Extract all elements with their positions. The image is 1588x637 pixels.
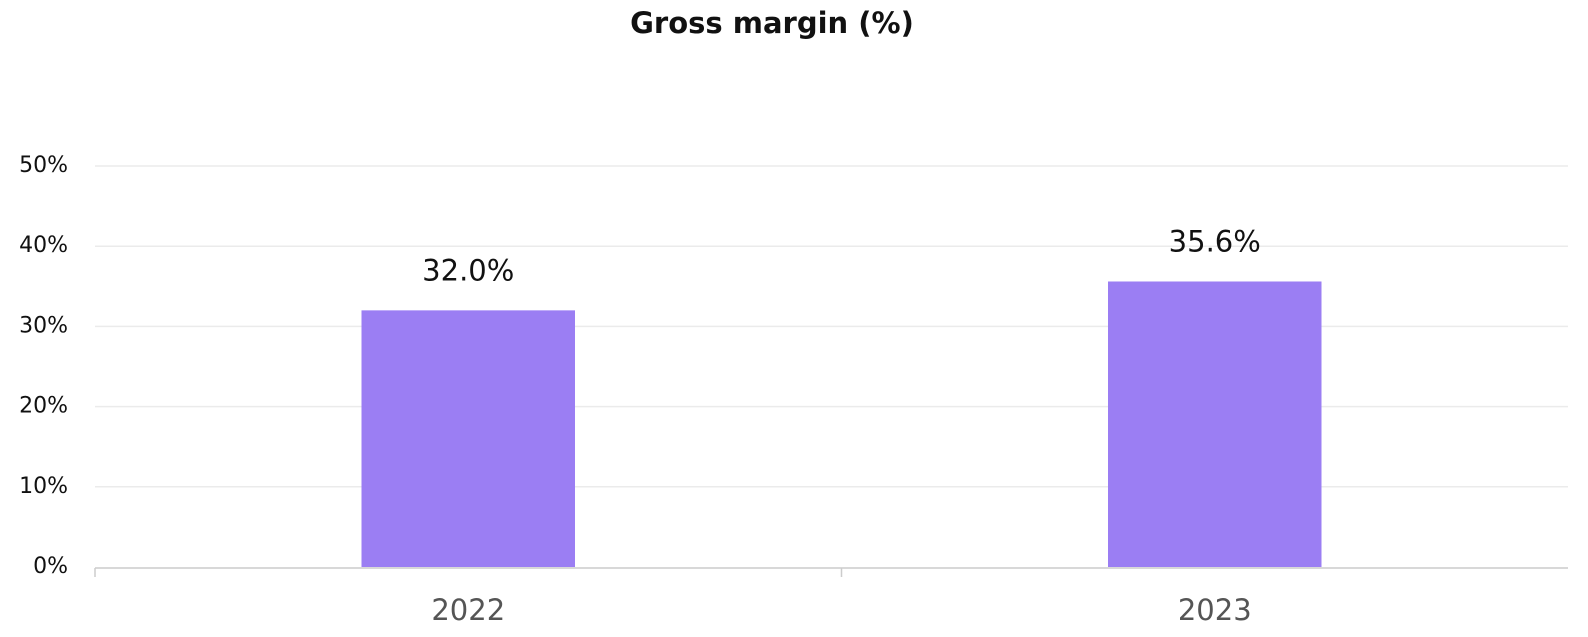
value-label: 32.0% xyxy=(422,253,514,287)
y-tick-label: 30% xyxy=(19,313,68,338)
bar xyxy=(361,310,575,567)
chart-title: Gross margin (%) xyxy=(630,6,914,40)
y-tick-label: 40% xyxy=(19,233,68,258)
value-label: 35.6% xyxy=(1169,224,1261,258)
y-tick-label: 0% xyxy=(33,554,68,579)
x-tick-label: 2022 xyxy=(431,593,505,627)
y-tick-label: 20% xyxy=(19,394,68,419)
y-tick-label: 50% xyxy=(19,153,68,178)
bar xyxy=(1108,281,1322,567)
y-tick-label: 10% xyxy=(19,474,68,499)
x-tick-label: 2023 xyxy=(1178,593,1252,627)
